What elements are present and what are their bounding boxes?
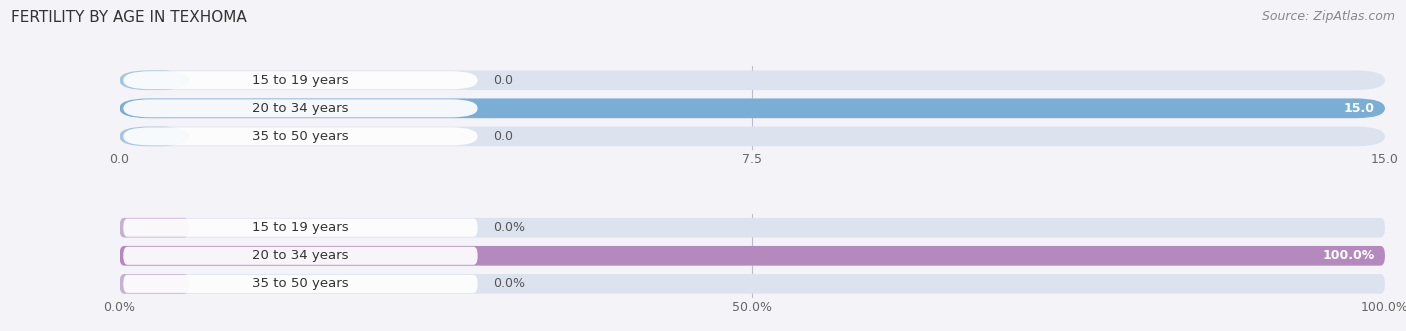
FancyBboxPatch shape bbox=[120, 246, 1385, 265]
FancyBboxPatch shape bbox=[120, 71, 1385, 90]
FancyBboxPatch shape bbox=[120, 126, 1385, 146]
FancyBboxPatch shape bbox=[120, 99, 1385, 118]
FancyBboxPatch shape bbox=[120, 246, 1385, 265]
FancyBboxPatch shape bbox=[120, 218, 1385, 238]
FancyBboxPatch shape bbox=[124, 127, 478, 145]
FancyBboxPatch shape bbox=[124, 71, 478, 89]
FancyBboxPatch shape bbox=[120, 71, 188, 90]
FancyBboxPatch shape bbox=[120, 274, 190, 294]
Text: 0.0%: 0.0% bbox=[494, 221, 524, 234]
Text: 35 to 50 years: 35 to 50 years bbox=[252, 130, 349, 143]
FancyBboxPatch shape bbox=[120, 126, 188, 146]
FancyBboxPatch shape bbox=[120, 99, 1385, 118]
Text: 15.0: 15.0 bbox=[1344, 102, 1375, 115]
FancyBboxPatch shape bbox=[124, 247, 478, 265]
FancyBboxPatch shape bbox=[120, 274, 1385, 294]
Text: 20 to 34 years: 20 to 34 years bbox=[252, 249, 349, 262]
Text: 0.0: 0.0 bbox=[494, 130, 513, 143]
Text: FERTILITY BY AGE IN TEXHOMA: FERTILITY BY AGE IN TEXHOMA bbox=[11, 10, 247, 25]
Text: 15 to 19 years: 15 to 19 years bbox=[252, 74, 349, 87]
FancyBboxPatch shape bbox=[120, 218, 190, 238]
FancyBboxPatch shape bbox=[124, 275, 478, 293]
Text: Source: ZipAtlas.com: Source: ZipAtlas.com bbox=[1261, 10, 1395, 23]
FancyBboxPatch shape bbox=[124, 99, 478, 118]
Text: 35 to 50 years: 35 to 50 years bbox=[252, 277, 349, 290]
Text: 15 to 19 years: 15 to 19 years bbox=[252, 221, 349, 234]
Text: 0.0%: 0.0% bbox=[494, 277, 524, 290]
FancyBboxPatch shape bbox=[124, 219, 478, 237]
Text: 20 to 34 years: 20 to 34 years bbox=[252, 102, 349, 115]
Text: 100.0%: 100.0% bbox=[1323, 249, 1375, 262]
Text: 0.0: 0.0 bbox=[494, 74, 513, 87]
